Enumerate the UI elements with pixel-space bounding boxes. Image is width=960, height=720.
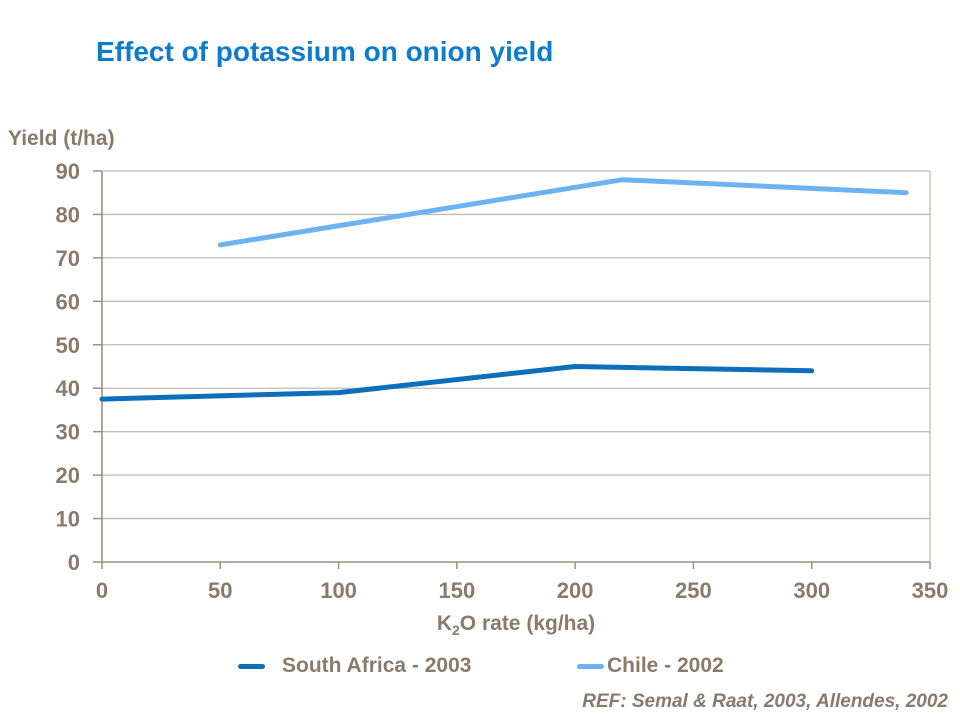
svg-text:350: 350 [912,578,949,603]
svg-text:0: 0 [96,578,108,603]
svg-text:80: 80 [56,202,80,227]
x-axis-title-rest: O rate (kg/ha) [459,612,596,635]
x-axis-title: K2O rate (kg/ha) [102,612,930,638]
line-chart: 0 10 20 30 40 50 60 70 80 90 0 50 100 150 200 250 300 350 [56,159,949,603]
svg-text:10: 10 [56,507,80,532]
svg-text:300: 300 [793,578,830,603]
svg-text:200: 200 [557,578,594,603]
svg-text:60: 60 [56,289,80,314]
legend-swatch [238,663,265,669]
reference-note: REF: Semal & Raat, 2003, Allendes, 2002 [582,691,948,712]
svg-text:250: 250 [675,578,712,603]
x-axis-title-base: K [436,612,452,635]
legend-label: South Africa - 2003 [282,654,472,677]
x-axis-title-sub: 2 [452,622,460,639]
svg-text:90: 90 [56,159,80,184]
svg-text:40: 40 [56,376,80,401]
chart-title: Effect of potassium on onion yield [96,36,554,67]
svg-text:150: 150 [438,578,475,603]
svg-text:70: 70 [56,246,80,271]
svg-text:50: 50 [56,333,80,358]
svg-text:20: 20 [56,463,80,488]
legend-swatch [577,663,604,669]
y-axis-title: Yield (t/ha) [8,127,115,150]
legend-entry-south-africa: South Africa - 2003 [238,653,471,679]
legend-entry-chile: Chile - 2002 [577,653,724,679]
legend-label: Chile - 2002 [607,654,724,677]
svg-text:30: 30 [56,420,80,445]
svg-text:50: 50 [208,578,232,603]
svg-text:100: 100 [320,578,357,603]
svg-text:0: 0 [68,550,80,575]
